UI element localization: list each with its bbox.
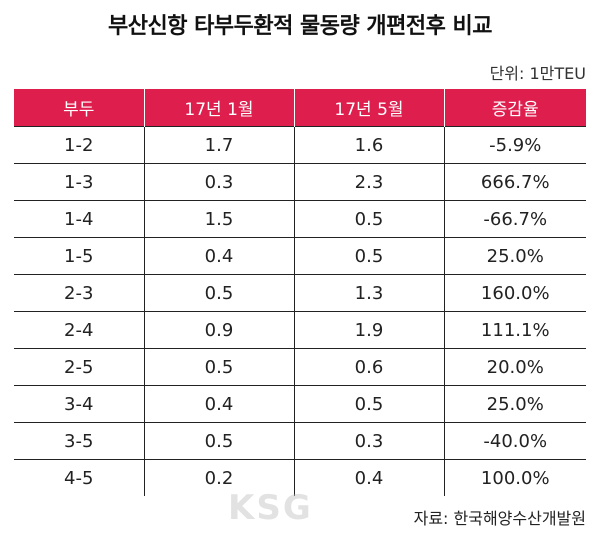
cell-may: 0.3 [293, 422, 444, 460]
cell-jan: 1.5 [143, 200, 294, 238]
table-row: 3-5 0.5 0.3 -40.0% [14, 422, 586, 460]
cell-change: 666.7% [443, 163, 586, 201]
table-header-row: 부두 17년 1월 17년 5월 증감율 [14, 89, 586, 127]
cell-jan: 0.9 [143, 311, 294, 349]
source-note: 자료: 한국해양수산개발원 [413, 509, 586, 528]
cell-change: 160.0% [443, 274, 586, 312]
header-may-2017: 17년 5월 [293, 89, 444, 127]
cell-jan: 0.5 [143, 422, 294, 460]
table-row: 2-5 0.5 0.6 20.0% [14, 348, 586, 386]
cell-terminal: 3-5 [14, 422, 144, 460]
table-row: 3-4 0.4 0.5 25.0% [14, 385, 586, 423]
table-row: 4-5 0.2 0.4 100.0% [14, 459, 586, 496]
cell-jan: 0.5 [143, 348, 294, 386]
table-row: 2-4 0.9 1.9 111.1% [14, 311, 586, 349]
cell-terminal: 1-3 [14, 163, 144, 201]
cell-terminal: 1-2 [14, 126, 144, 164]
cell-change: 111.1% [443, 311, 586, 349]
cell-may: 0.5 [293, 200, 444, 238]
cell-may: 1.3 [293, 274, 444, 312]
cell-change: 25.0% [443, 237, 586, 275]
header-jan-2017: 17년 1월 [143, 89, 294, 127]
header-change-rate: 증감율 [443, 89, 586, 127]
cell-change: -5.9% [443, 126, 586, 164]
table-row: 2-3 0.5 1.3 160.0% [14, 274, 586, 312]
cell-jan: 0.4 [143, 385, 294, 423]
cell-terminal: 1-4 [14, 200, 144, 238]
cell-terminal: 2-3 [14, 274, 144, 312]
header-terminal: 부두 [14, 89, 144, 127]
cell-change: 100.0% [443, 459, 586, 496]
cell-may: 1.9 [293, 311, 444, 349]
cell-jan: 0.4 [143, 237, 294, 275]
cell-may: 1.6 [293, 126, 444, 164]
cell-change: -66.7% [443, 200, 586, 238]
cell-terminal: 2-5 [14, 348, 144, 386]
table-row: 1-4 1.5 0.5 -66.7% [14, 200, 586, 238]
cell-may: 2.3 [293, 163, 444, 201]
cell-jan: 0.2 [143, 459, 294, 496]
cell-change: 25.0% [443, 385, 586, 423]
ksg-watermark-logo: KSG [228, 488, 313, 528]
cell-jan: 1.7 [143, 126, 294, 164]
cell-terminal: 1-5 [14, 237, 144, 275]
cell-may: 0.5 [293, 237, 444, 275]
comparison-table: 부두 17년 1월 17년 5월 증감율 1-2 1.7 1.6 -5.9% 1… [14, 89, 586, 496]
cell-terminal: 2-4 [14, 311, 144, 349]
table-row: 1-5 0.4 0.5 25.0% [14, 237, 586, 275]
table-row: 1-3 0.3 2.3 666.7% [14, 163, 586, 201]
cell-change: 20.0% [443, 348, 586, 386]
page-title: 부산신항 타부두환적 물동량 개편전후 비교 [108, 14, 492, 39]
cell-may: 0.5 [293, 385, 444, 423]
cell-terminal: 3-4 [14, 385, 144, 423]
cell-may: 0.6 [293, 348, 444, 386]
table-row: 1-2 1.7 1.6 -5.9% [14, 126, 586, 164]
cell-change: -40.0% [443, 422, 586, 460]
cell-terminal: 4-5 [64, 467, 94, 489]
cell-jan: 0.5 [143, 274, 294, 312]
unit-label: 단위: 1만TEU [489, 64, 586, 83]
cell-jan: 0.3 [143, 163, 294, 201]
cell-may: 0.4 [293, 459, 444, 496]
